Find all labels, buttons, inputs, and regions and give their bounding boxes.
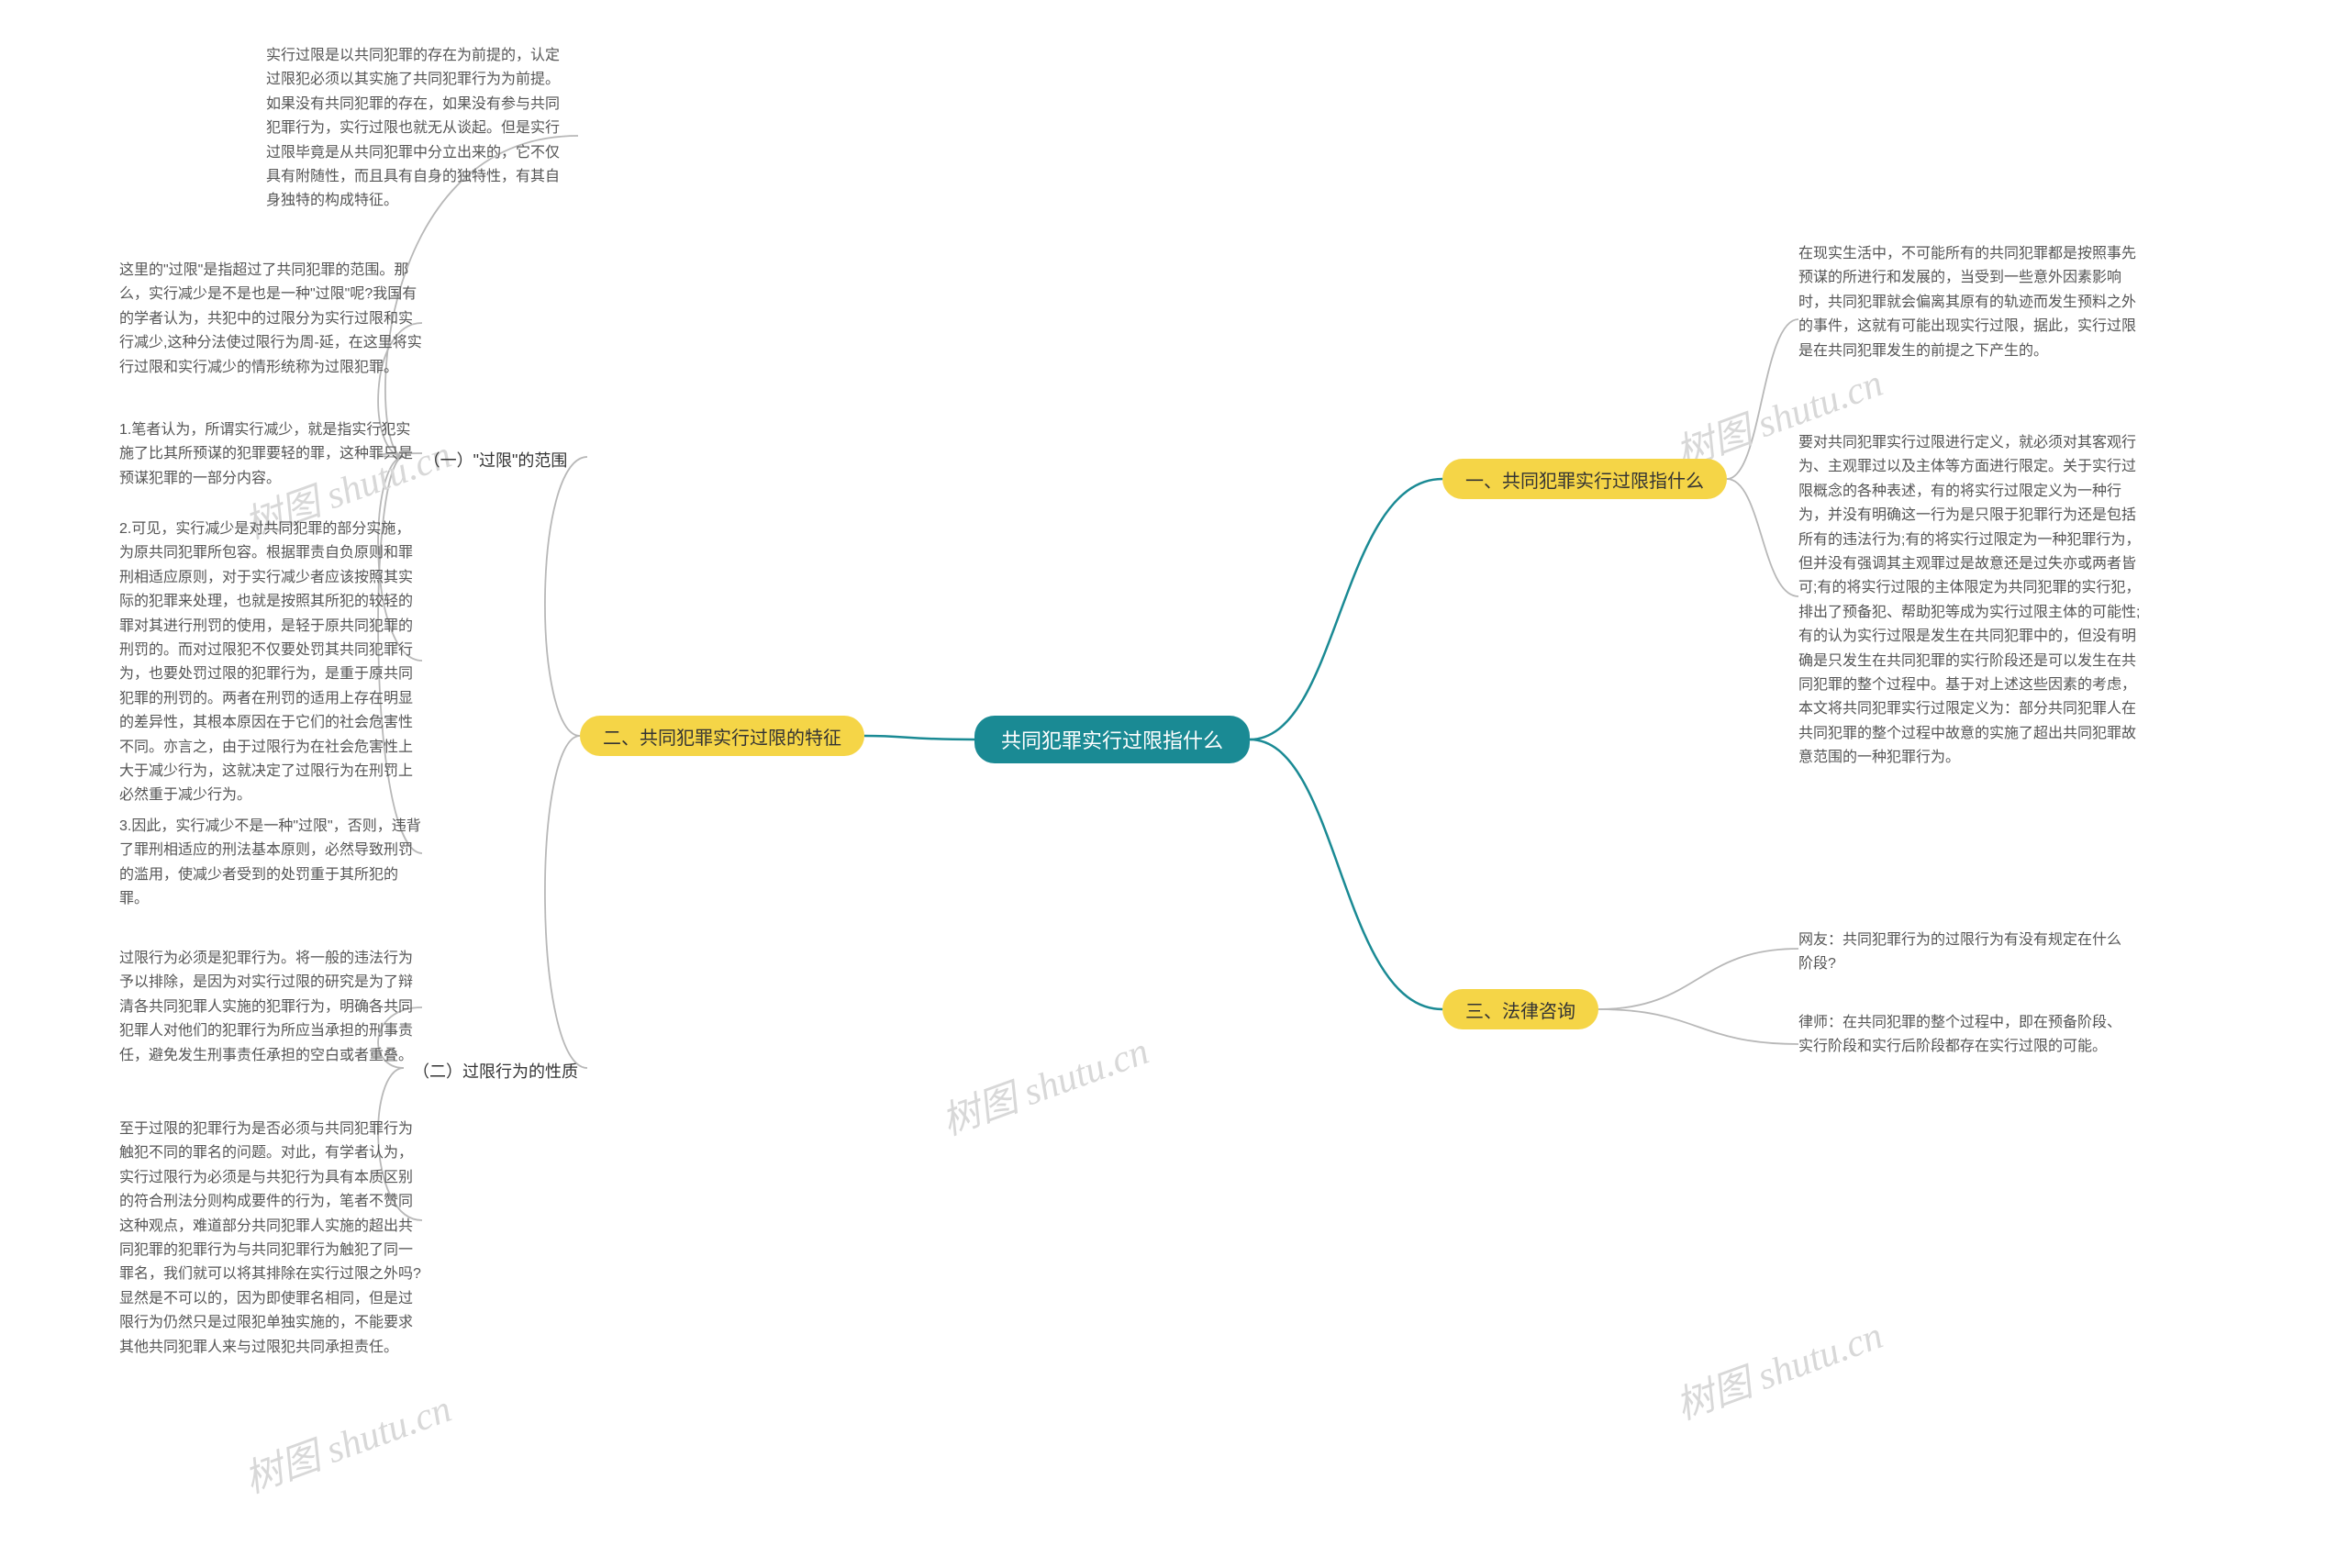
leaf-text: 这里的"过限"是指超过了共同犯罪的范围。那么，实行减少是不是也是一种"过限"呢?… <box>119 259 422 380</box>
leaf-text: 1.笔者认为，所谓实行减少，就是指实行犯实施了比其所预谋的犯罪要轻的罪，这种罪只… <box>119 418 422 491</box>
leaf-text: 过限行为必须是犯罪行为。将一般的违法行为予以排除，是因为对实行过限的研究是为了辩… <box>119 947 422 1068</box>
branch-node: 一、共同犯罪实行过限指什么 <box>1442 459 1727 499</box>
leaf-text: 3.因此，实行减少不是一种"过限"，否则，违背了罪刑相适应的刑法基本原则，必然导… <box>119 815 422 912</box>
sub-node: （一）"过限"的范围 <box>404 444 587 475</box>
watermark: 树图 shutu.cn <box>1667 1305 1889 1431</box>
branch-node: 二、共同犯罪实行过限的特征 <box>580 716 864 756</box>
leaf-text: 律师：在共同犯罪的整个过程中，即在预备阶段、实行阶段和实行后阶段都存在实行过限的… <box>1798 1011 2129 1060</box>
leaf-text: 2.可见，实行减少是对共同犯罪的部分实施，为原共同犯罪所包容。根据罪责自负原则和… <box>119 517 422 808</box>
root-node: 共同犯罪实行过限指什么 <box>974 716 1250 763</box>
branch-node: 三、法律咨询 <box>1442 989 1598 1029</box>
watermark: 树图 shutu.cn <box>236 1378 458 1505</box>
leaf-text: 实行过限是以共同犯罪的存在为前提的，认定过限犯必须以其实施了共同犯罪行为为前提。… <box>266 44 569 214</box>
leaf-text: 要对共同犯罪实行过限进行定义，就必须对其客观行为、主观罪过以及主体等方面进行限定… <box>1798 431 2147 770</box>
leaf-text: 在现实生活中，不可能所有的共同犯罪都是按照事先预谋的所进行和发展的，当受到一些意… <box>1798 242 2147 363</box>
leaf-text: 网友：共同犯罪行为的过限行为有没有规定在什么阶段? <box>1798 929 2129 977</box>
leaf-text: 至于过限的犯罪行为是否必须与共同犯罪行为触犯不同的罪名的问题。对此，有学者认为，… <box>119 1118 422 1360</box>
watermark: 树图 shutu.cn <box>933 1020 1155 1147</box>
sub-node: （二）过限行为的性质 <box>404 1055 587 1086</box>
